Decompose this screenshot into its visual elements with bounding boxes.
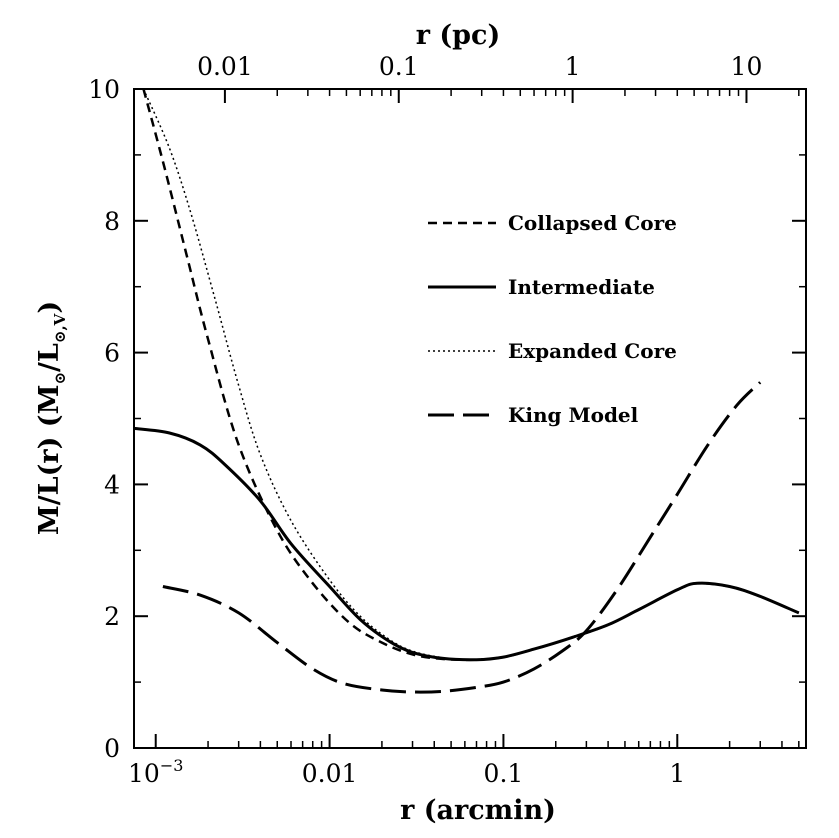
legend: Collapsed Core Intermediate Expanded Core K… — [428, 211, 677, 427]
y-axis-title: M/L(r) (M⊙/L⊙,V) — [34, 301, 69, 535]
x-tick-label: 1 — [669, 759, 685, 788]
legend-label: Collapsed Core — [508, 211, 677, 235]
series-group — [133, 88, 800, 694]
axes: 0 2 4 6 8 10 10−3 0.01 0.1 1 0.01 0.1 1 10 — [88, 52, 807, 788]
x-tick-label: 0.01 — [302, 759, 358, 788]
y-tick-label: 6 — [104, 339, 120, 368]
labels: r (arcmin) r (pc) M/L(r) (M⊙/L⊙,V) — [34, 20, 556, 826]
legend-label: Expanded Core — [508, 339, 677, 363]
y-tick-label: 8 — [104, 207, 120, 236]
x2-tick-label: 0.01 — [197, 52, 253, 81]
y-tick-label: 0 — [104, 734, 120, 763]
x-tick-label: 0.1 — [484, 759, 524, 788]
y-tick-label: 2 — [104, 602, 120, 631]
legend-label: Intermediate — [508, 275, 655, 299]
y-tick-label: 10 — [88, 75, 120, 104]
x2-axis-title: r (pc) — [416, 20, 501, 51]
x2-tick-label: 0.1 — [379, 52, 419, 81]
series-line-king-model — [162, 381, 762, 694]
y-tick-label: 4 — [104, 470, 120, 499]
x-tick-label: 10−3 — [128, 756, 183, 788]
series-line-intermediate — [133, 426, 800, 662]
x-axis-title: r (arcmin) — [400, 795, 556, 826]
x2-tick-label: 1 — [565, 52, 581, 81]
legend-label: King Model — [508, 403, 639, 427]
x2-tick-label: 10 — [731, 52, 763, 81]
series-line-expanded-core — [142, 88, 800, 661]
